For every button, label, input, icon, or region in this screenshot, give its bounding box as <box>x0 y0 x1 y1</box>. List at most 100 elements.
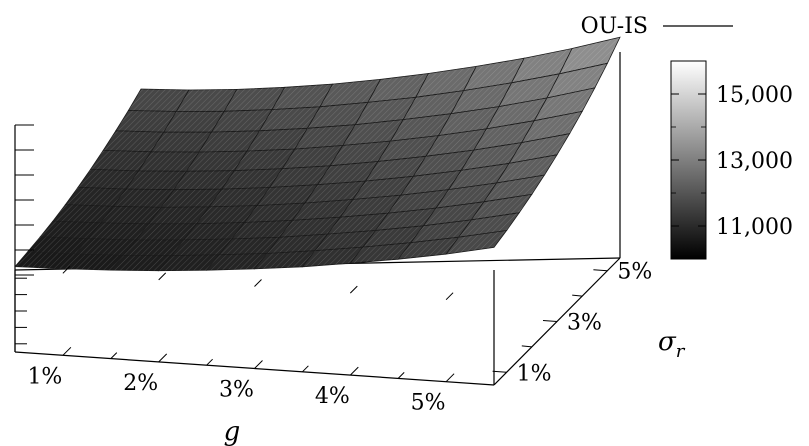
surface-cell-texture <box>521 111 583 143</box>
surface-cell-texture <box>471 194 532 220</box>
surface-cell-texture <box>327 213 389 235</box>
surface-cell-texture <box>446 230 507 255</box>
surface-cell-texture <box>330 141 391 166</box>
surface-cell-texture <box>221 168 283 190</box>
surface-cell-texture <box>388 189 449 214</box>
surface-cell-texture <box>196 205 257 224</box>
x-floor-tick <box>62 265 71 274</box>
surface-cell-texture <box>390 113 452 142</box>
surface-cell-texture <box>267 234 328 254</box>
surface-cell-texture <box>259 106 320 131</box>
surface-cell-texture <box>27 236 89 255</box>
surface-cell-texture <box>171 239 232 256</box>
surface-cell-texture <box>186 151 247 172</box>
surface-cell-texture <box>123 239 184 256</box>
surface-cell-texture <box>423 201 484 226</box>
surface-cell-texture <box>158 254 220 271</box>
x-minor-tick <box>206 358 213 366</box>
y-minor-tick <box>521 345 532 348</box>
surface-cell-texture <box>65 187 126 207</box>
surface-cell-texture <box>128 89 189 112</box>
surface-cell-texture <box>75 238 136 256</box>
surface-cell-texture <box>302 247 363 267</box>
surface-cell-texture <box>246 128 308 152</box>
surface-cell-texture <box>100 206 162 224</box>
surface-cell-texture <box>219 237 280 255</box>
surface-cell-texture <box>463 58 525 91</box>
surface-cell-texture <box>199 130 260 153</box>
y-tick-label: 3% <box>567 311 602 336</box>
y-tick-label: 1% <box>517 361 552 386</box>
y-tick-label: 5% <box>617 260 652 285</box>
surface-cell-texture <box>272 84 333 110</box>
surface-cell-texture <box>413 150 474 177</box>
x-floor-tick <box>254 279 262 287</box>
surface-cell-texture <box>244 203 305 223</box>
x-minor-tick <box>302 365 309 373</box>
y-tick-mark <box>542 320 558 322</box>
surface-cell-texture <box>62 254 124 271</box>
surface-cell-texture <box>292 199 353 221</box>
surface-cell-texture <box>138 151 199 172</box>
surface-cell-texture <box>88 222 149 241</box>
surface-cell-texture <box>136 223 197 241</box>
x-floor-tick <box>158 272 167 281</box>
surface-cell-texture <box>206 253 268 271</box>
x-tick-label: 3% <box>219 378 254 403</box>
colorbar-tick-label: 13,000 <box>716 149 793 174</box>
surface-cell-texture <box>320 79 381 107</box>
x-tick-mark <box>445 373 455 383</box>
surface-cell-texture <box>509 133 570 164</box>
surface-cell-texture <box>352 176 414 200</box>
surface-cell-texture <box>362 225 424 248</box>
surface-cell-texture <box>378 135 439 162</box>
surface-cell-texture <box>78 169 139 190</box>
x-tick-mark <box>62 346 72 356</box>
surface-cell-texture <box>279 217 341 238</box>
x-floor-tick <box>349 285 358 294</box>
surface-cell-texture <box>458 212 520 238</box>
x-minor-tick <box>397 372 405 379</box>
surface-cell-texture <box>307 102 368 129</box>
surface-cell-texture <box>398 237 459 260</box>
surface-cell-texture <box>113 189 174 208</box>
surface-cell-texture <box>173 170 235 190</box>
colorbar-tick-label: 15,000 <box>716 83 793 108</box>
surface-cell-texture <box>403 90 464 120</box>
x-tick-label: 4% <box>315 384 350 409</box>
surface-cell-texture <box>304 181 366 204</box>
surface-cell-texture <box>110 255 172 271</box>
legend-label-ou-is: OU-IS <box>581 14 648 39</box>
surface-cell-texture <box>125 171 187 190</box>
surface-cell-texture <box>496 154 557 183</box>
surface-cell-texture <box>163 111 225 133</box>
surface-cell-texture <box>209 187 270 207</box>
x-tick-mark <box>158 353 168 363</box>
surface-cell-texture <box>365 156 426 182</box>
surface-cell-texture <box>367 73 429 103</box>
surface-cell-texture <box>234 149 295 171</box>
colorbar: 11,000 13,000 15,000 <box>670 60 793 260</box>
axis-ticks: 1% 2% 3% 4% 5% 1% 3% 5% <box>15 124 652 416</box>
surface-cell-texture <box>315 230 376 251</box>
x-tick-label: 2% <box>123 371 158 396</box>
surface-cell-texture <box>486 98 547 129</box>
surface-cell-texture <box>415 66 477 98</box>
surface-cell-texture <box>355 97 416 125</box>
x-tick-label: 1% <box>27 364 62 389</box>
surface-cell-texture <box>559 37 620 74</box>
surface-cell-texture <box>40 221 101 239</box>
surface-cell-texture <box>269 165 331 188</box>
y-tick-mark <box>593 269 608 272</box>
surface-cell-texture <box>483 175 545 202</box>
surface-cell-texture <box>425 128 487 157</box>
surface-cell-texture <box>294 124 356 150</box>
surface-cell-texture <box>103 130 164 152</box>
x-tick-mark <box>254 360 263 369</box>
y-axis-label: σr <box>658 327 686 362</box>
surface-cell-texture <box>438 106 499 136</box>
y-minor-tick <box>572 294 583 297</box>
surface-cell-texture <box>546 63 608 98</box>
surface-cell-texture <box>211 109 273 133</box>
